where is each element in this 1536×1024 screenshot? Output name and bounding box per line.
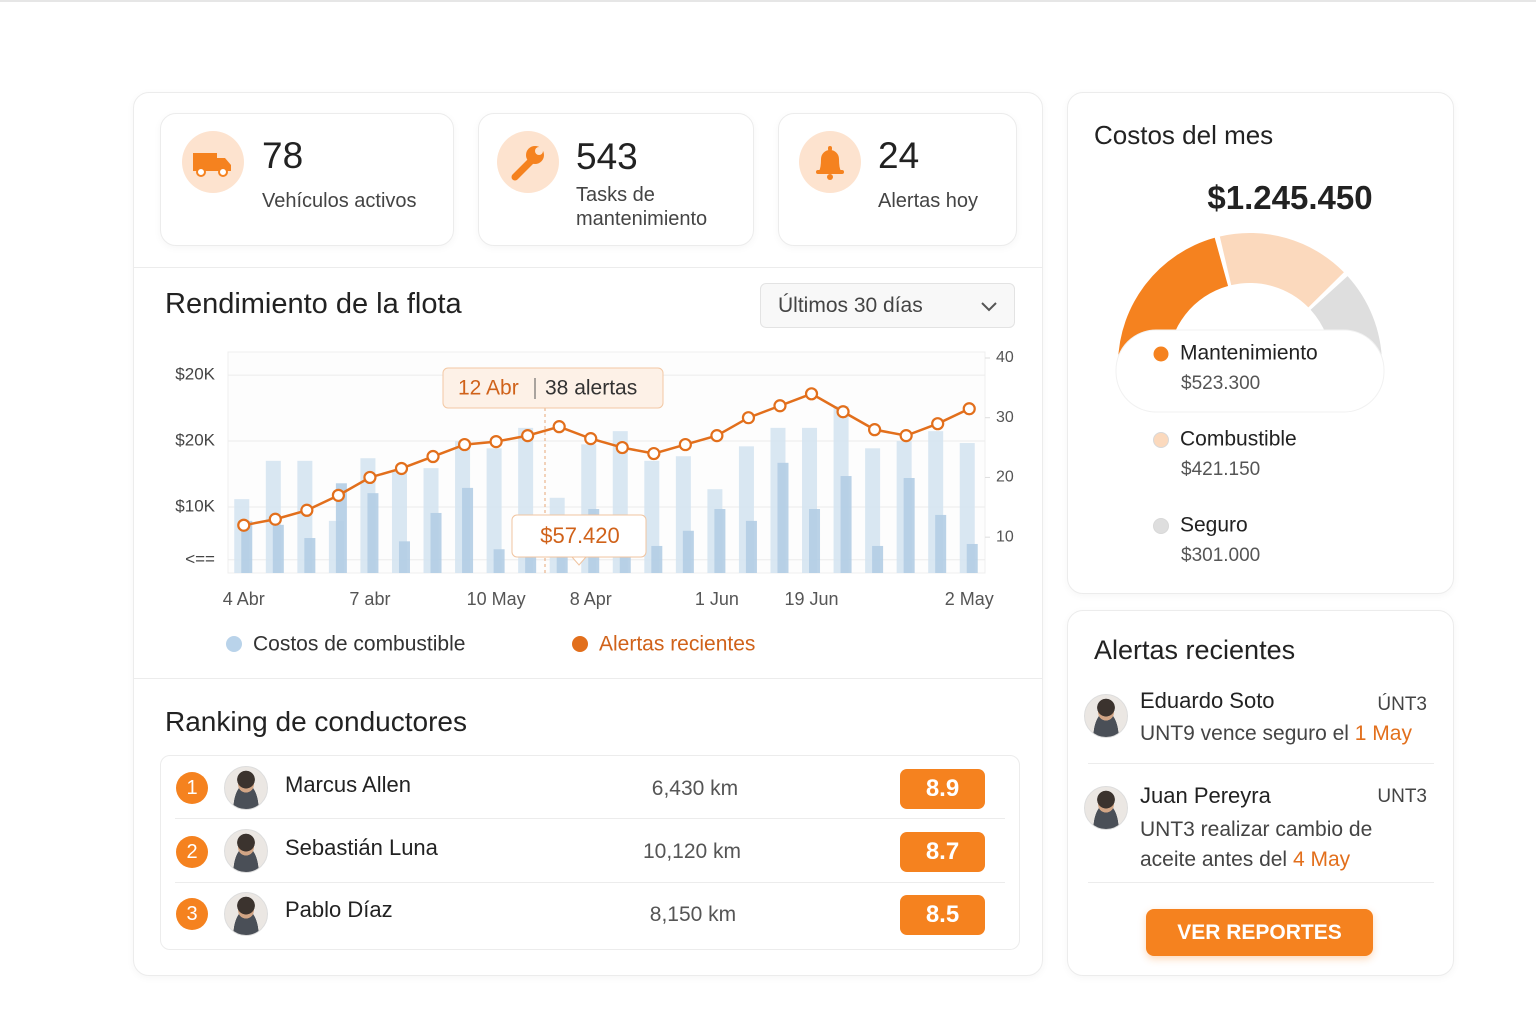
- bell-icon: [799, 131, 861, 193]
- rank-badge: 2: [176, 836, 208, 868]
- alert-text: UNT3 realizar cambio de aceite antes del: [1140, 818, 1373, 871]
- alert-name: Juan Pereyra: [1140, 783, 1271, 808]
- dropdown-text: Últimos 30 días: [778, 294, 923, 317]
- ranking-table: [160, 755, 1020, 950]
- kpi-label: Tasks de mantenimiento: [576, 184, 708, 230]
- driver-score: 8.9: [900, 769, 985, 809]
- alert-date: 1 May: [1354, 722, 1412, 745]
- period-dropdown[interactable]: Últimos 30 días: [760, 283, 1015, 328]
- costs-card: [1067, 92, 1454, 594]
- top-border: [0, 0, 1536, 2]
- driver-name: Sebastián Luna: [285, 835, 438, 860]
- avatar: [224, 829, 268, 873]
- avatar: [1084, 694, 1128, 738]
- alert-unit: UNT3: [1377, 786, 1427, 807]
- section-title: Rendimiento de la flota: [165, 288, 462, 320]
- driver-score: 8.7: [900, 832, 985, 872]
- chevron: [981, 302, 997, 312]
- rank-badge: 3: [176, 898, 208, 930]
- truck-icon: [182, 131, 244, 193]
- driver-distance: 6,430 km: [651, 777, 739, 800]
- driver-name: Pablo Díaz: [285, 897, 393, 922]
- driver-distance: 10,120 km: [642, 840, 742, 863]
- driver-distance: 8,150 km: [649, 903, 737, 926]
- avatar: [1084, 786, 1128, 830]
- wrench-icon: [497, 131, 559, 193]
- kpi-value: 543: [576, 136, 638, 177]
- avatar: [224, 766, 268, 810]
- alert-text: UNT9 vence seguro el: [1140, 722, 1349, 745]
- wrench-glyph: [511, 146, 544, 181]
- kpi-label: Alertas hoy: [878, 190, 979, 212]
- kpi-value: 78: [262, 135, 304, 176]
- total-cost: $1.245.450: [1207, 179, 1373, 216]
- divider: [134, 267, 1042, 268]
- reports-button[interactable]: VER REPORTES: [1146, 909, 1373, 956]
- driver-name: Marcus Allen: [285, 772, 411, 797]
- avatar: [224, 892, 268, 936]
- card-title: Alertas recientes: [1094, 635, 1296, 665]
- kpi-value: 24: [878, 135, 920, 176]
- card-title: Costos del mes: [1094, 120, 1274, 150]
- row-divider: [175, 818, 1005, 819]
- row-divider: [175, 882, 1005, 883]
- divider: [1088, 882, 1434, 883]
- section-title: Ranking de conductores: [165, 706, 467, 737]
- bell-glyph: [816, 146, 844, 180]
- alert-name: Eduardo Soto: [1140, 688, 1275, 713]
- alert-message: UNT3 realizar cambio de aceite antes del…: [1140, 815, 1410, 875]
- alert-unit: ÚNT3: [1377, 694, 1427, 715]
- divider: [134, 678, 1042, 679]
- kpi-label: Vehículos activos: [262, 190, 417, 212]
- alert-date: 4 May: [1292, 848, 1351, 871]
- truck-glyph: [193, 153, 231, 177]
- driver-score: 8.5: [900, 895, 985, 935]
- rank-badge: 1: [176, 772, 208, 804]
- alert-message: UNT9 vence seguro el 1 May: [1140, 721, 1412, 747]
- divider: [1088, 763, 1434, 764]
